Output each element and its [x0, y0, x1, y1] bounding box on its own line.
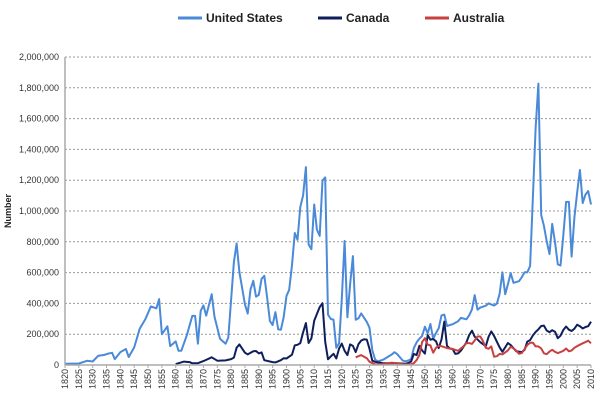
y-axis-label: Number	[3, 194, 13, 229]
y-tick-label: 600,000	[26, 268, 59, 278]
x-tick-label: 1975	[489, 369, 499, 389]
x-tick-label: 1890	[254, 369, 264, 389]
x-tick-label: 1840	[115, 369, 125, 389]
legend: United States Canada Australia	[178, 11, 505, 25]
x-tick-label: 1845	[129, 369, 139, 389]
x-tick-label: 1870	[198, 369, 208, 389]
x-tick-label: 1995	[544, 369, 554, 389]
y-tick-label: 1,200,000	[19, 175, 59, 185]
y-tick-label: 800,000	[26, 237, 59, 247]
x-tick-label: 1860	[171, 369, 181, 389]
x-tick-label: 1935	[378, 369, 388, 389]
x-tick-label: 1910	[309, 369, 319, 389]
legend-label: Australia	[453, 11, 505, 25]
x-tick-label: 1835	[102, 369, 112, 389]
x-tick-label: 1905	[295, 369, 305, 389]
x-tick-label: 1825	[74, 369, 84, 389]
x-tick-label: 1925	[351, 369, 361, 389]
y-tick-label: 200,000	[26, 329, 59, 339]
x-tick-label: 1985	[517, 369, 527, 389]
x-tick-label: 1885	[240, 369, 250, 389]
series-line-australia	[355, 335, 592, 366]
y-tick-label: 1,600,000	[19, 114, 59, 124]
x-tick-label: 1920	[337, 369, 347, 389]
x-tick-label: 2000	[558, 369, 568, 389]
x-tick-label: 1915	[323, 369, 333, 389]
x-tick-label: 1940	[392, 369, 402, 389]
x-tick-label: 1970	[475, 369, 485, 389]
x-tick-label: 1895	[268, 369, 278, 389]
x-axis-ticks: 1820 1825 1830 1835 1840 1845 1850 1855 1860 1865…	[60, 365, 596, 389]
series-line-canada	[175, 302, 592, 366]
x-tick-label: 2005	[572, 369, 582, 389]
y-tick-label: 1,000,000	[19, 206, 59, 216]
x-tick-label: 1900	[281, 369, 291, 389]
x-tick-label: 1930	[365, 369, 375, 389]
y-tick-label: 0	[54, 360, 59, 370]
legend-label: Canada	[346, 11, 390, 25]
x-tick-label: 1990	[531, 369, 541, 389]
x-tick-label: 2010	[586, 369, 596, 389]
x-tick-label: 1880	[226, 369, 236, 389]
x-tick-label: 1965	[461, 369, 471, 389]
x-tick-label: 1850	[143, 369, 153, 389]
x-tick-label: 1865	[185, 369, 195, 389]
series-line-united-states	[64, 82, 592, 365]
y-tick-label: 1,800,000	[19, 83, 59, 93]
x-tick-label: 1945	[406, 369, 416, 389]
y-tick-label: 1,400,000	[19, 144, 59, 154]
y-tick-label: 2,000,000	[19, 52, 59, 62]
series-lines	[64, 82, 592, 366]
x-tick-label: 1980	[503, 369, 513, 389]
x-tick-label: 1955	[434, 369, 444, 389]
legend-label: United States	[206, 11, 283, 25]
x-tick-label: 1855	[157, 369, 167, 389]
x-tick-label: 1820	[60, 369, 70, 389]
x-tick-label: 1950	[420, 369, 430, 389]
y-tick-label: 400,000	[26, 298, 59, 308]
x-tick-label: 1830	[88, 369, 98, 389]
x-tick-label: 1875	[212, 369, 222, 389]
y-axis-ticks: 0 200,000 400,000 600,000 800,000 1,000,000 1,…	[19, 52, 59, 370]
x-tick-label: 1960	[448, 369, 458, 389]
